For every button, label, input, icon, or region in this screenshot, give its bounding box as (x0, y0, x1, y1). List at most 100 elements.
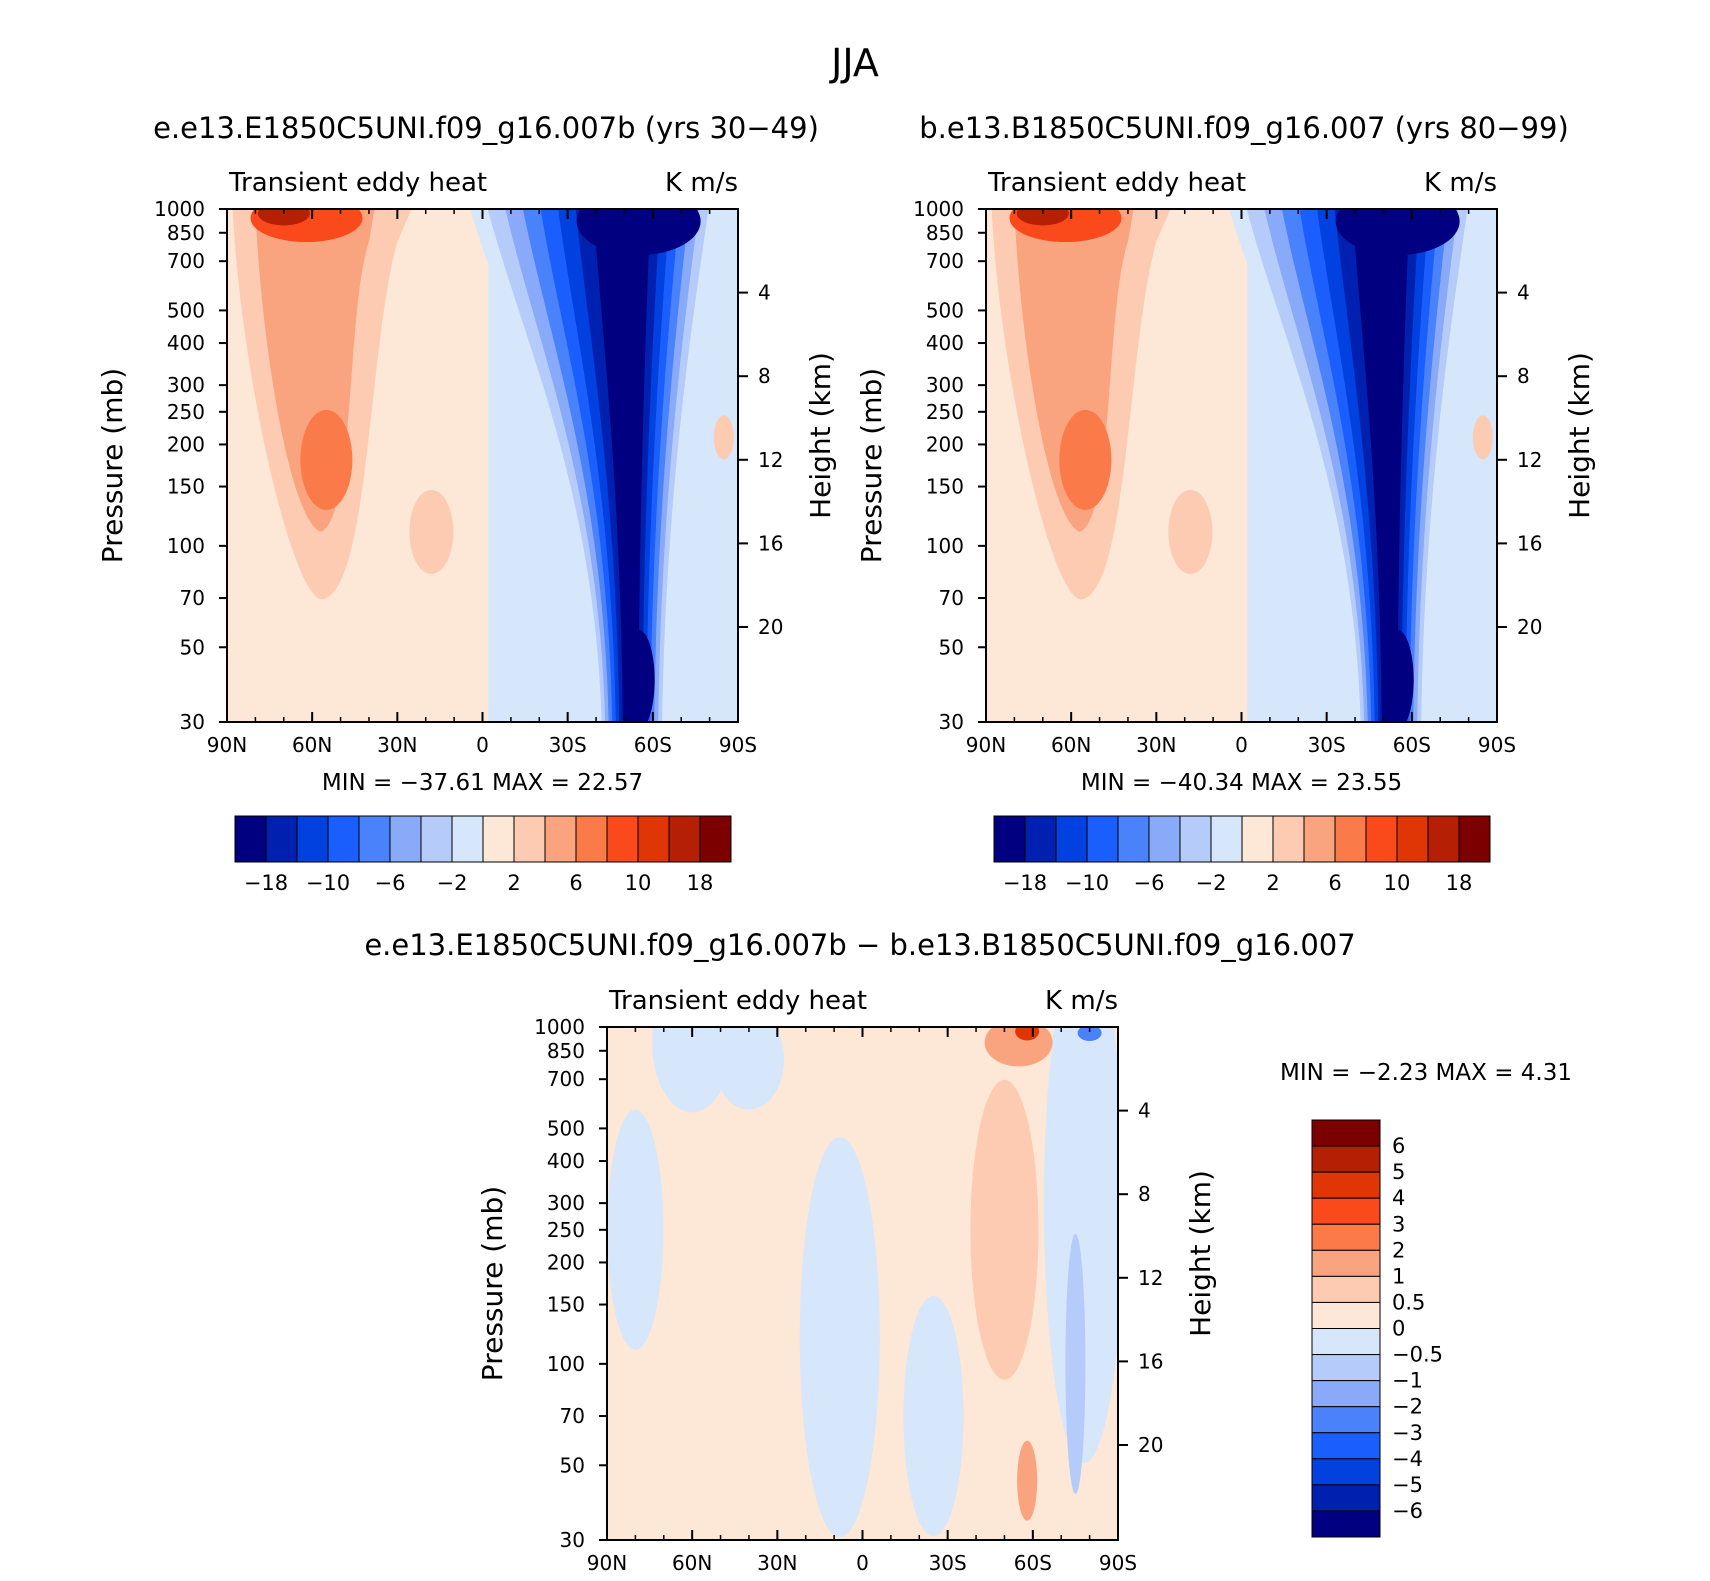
colorbar-swatch (1311, 1145, 1381, 1173)
colorbar-label: 2 (1392, 1238, 1405, 1262)
colorbar-swatch (1210, 815, 1243, 863)
colorbar-swatch (1117, 815, 1150, 863)
colorbar-swatch (1055, 815, 1088, 863)
contour-band (593, 209, 651, 722)
colorbar-label: 10 (625, 871, 652, 895)
colorbar-swatch (1311, 1380, 1381, 1408)
y-tick-label: 700 (547, 1067, 585, 1091)
contour-band (1016, 209, 1069, 226)
colorbar-swatch (575, 815, 608, 863)
y2-tick-label: 4 (758, 281, 771, 305)
y2-tick-label: 16 (758, 531, 783, 555)
colorbar-swatch (1311, 1197, 1381, 1225)
left-string: Transient eddy heat (228, 168, 487, 198)
colorbar-swatch (993, 815, 1026, 863)
colorbar-label: 1 (1392, 1264, 1405, 1288)
colorbar-label: 6 (1328, 871, 1341, 895)
contour-band (607, 1109, 664, 1350)
y-tick-label: 300 (167, 373, 205, 397)
colorbar-swatch (1311, 1223, 1381, 1251)
contour-band (1352, 209, 1410, 722)
y-tick-label: 250 (547, 1218, 585, 1242)
colorbar-label: −4 (1392, 1447, 1423, 1471)
y-tick-label: 1000 (534, 1015, 585, 1039)
colorbar-label: −1 (1392, 1369, 1423, 1393)
x-tick-label: 90S (719, 733, 757, 757)
y-tick-label: 150 (926, 475, 964, 499)
y-tick-label: 300 (547, 1191, 585, 1215)
x-tick-label: 0 (476, 733, 489, 757)
x-tick-label: 90N (587, 1551, 627, 1575)
colorbar-swatch (1396, 815, 1429, 863)
colorbar-swatch (1086, 815, 1119, 863)
contour-band (576, 209, 701, 256)
contour-band (1168, 489, 1213, 574)
x-tick-label: 90S (1099, 1551, 1137, 1575)
colorbar-label: 6 (1392, 1134, 1405, 1158)
colorbar-label: −3 (1392, 1421, 1423, 1445)
colorbar-swatch (296, 815, 329, 863)
colorbar-label: −6 (1392, 1499, 1423, 1523)
colorbar-label: 2 (507, 871, 520, 895)
contour-band (257, 209, 310, 226)
x-tick-label: 60N (292, 733, 332, 757)
y2-tick-label: 8 (1138, 1182, 1151, 1206)
y-tick-label: 1000 (913, 197, 964, 221)
colorbar-label: 4 (1392, 1186, 1405, 1210)
colorbar-swatch (1311, 1484, 1381, 1512)
panel-1: e.e13.E1850C5UNI.f09_g16.007b (yrs 30−49… (96, 111, 837, 895)
y-axis-title: Pressure (mb) (476, 1186, 509, 1381)
y-axis-title: Pressure (mb) (96, 368, 129, 563)
y2-tick-label: 20 (758, 615, 783, 639)
x-tick-label: 30N (377, 733, 417, 757)
colorbar-label: −10 (1065, 871, 1109, 895)
panel-title: e.e13.E1850C5UNI.f09_g16.007b − b.e13.B1… (364, 928, 1355, 962)
contour-band (970, 1079, 1039, 1380)
x-tick-label: 60N (1051, 733, 1091, 757)
x-tick-label: 60N (672, 1551, 712, 1575)
colorbar-swatch (513, 815, 546, 863)
y2-tick-label: 8 (1517, 364, 1530, 388)
colorbar-swatch (1311, 1458, 1381, 1486)
y2-axis-title: Height (km) (804, 352, 837, 519)
x-tick-label: 90N (207, 733, 247, 757)
colorbar-label: 5 (1392, 1160, 1405, 1184)
contour-band (903, 1296, 964, 1537)
colorbar-label: −2 (437, 871, 468, 895)
colorbar-swatch (1024, 815, 1057, 863)
colorbar-swatch (265, 815, 298, 863)
colorbar-swatch (1311, 1328, 1381, 1356)
colorbar-swatch (1334, 815, 1367, 863)
y-tick-label: 70 (180, 586, 205, 610)
colorbar-swatch (1311, 1432, 1381, 1460)
x-tick-label: 0 (856, 1551, 869, 1575)
y2-tick-label: 20 (1517, 615, 1542, 639)
colorbar-swatch (1148, 815, 1181, 863)
y2-tick-label: 12 (1138, 1266, 1163, 1290)
y2-tick-label: 20 (1138, 1433, 1163, 1457)
y-tick-label: 400 (547, 1149, 585, 1173)
contour-band (409, 489, 454, 574)
y-tick-label: 70 (560, 1404, 585, 1428)
colorbar-swatch (1179, 815, 1212, 863)
right-string: K m/s (1045, 986, 1118, 1016)
colorbar-label: −2 (1392, 1395, 1423, 1419)
y2-tick-label: 16 (1138, 1349, 1163, 1373)
colorbar-swatch (1311, 1301, 1381, 1329)
x-tick-label: 90N (966, 733, 1006, 757)
right-string: K m/s (665, 168, 738, 198)
colorbar-swatch (637, 815, 670, 863)
colorbar-label: 6 (569, 871, 582, 895)
plots: e.e13.E1850C5UNI.f09_g16.007b (yrs 30−49… (96, 111, 1596, 1575)
colorbar-swatch (234, 815, 267, 863)
contour-band (300, 409, 353, 510)
contour-band (1335, 209, 1460, 256)
min-max-stats: MIN = −2.23 MAX = 4.31 (1280, 1060, 1572, 1086)
y-tick-label: 500 (547, 1116, 585, 1140)
y-tick-label: 30 (939, 710, 964, 734)
colorbar-label: 18 (1446, 871, 1473, 895)
colorbar-label: −6 (1134, 871, 1165, 895)
colorbar-swatch (1272, 815, 1305, 863)
y-tick-label: 400 (167, 331, 205, 355)
